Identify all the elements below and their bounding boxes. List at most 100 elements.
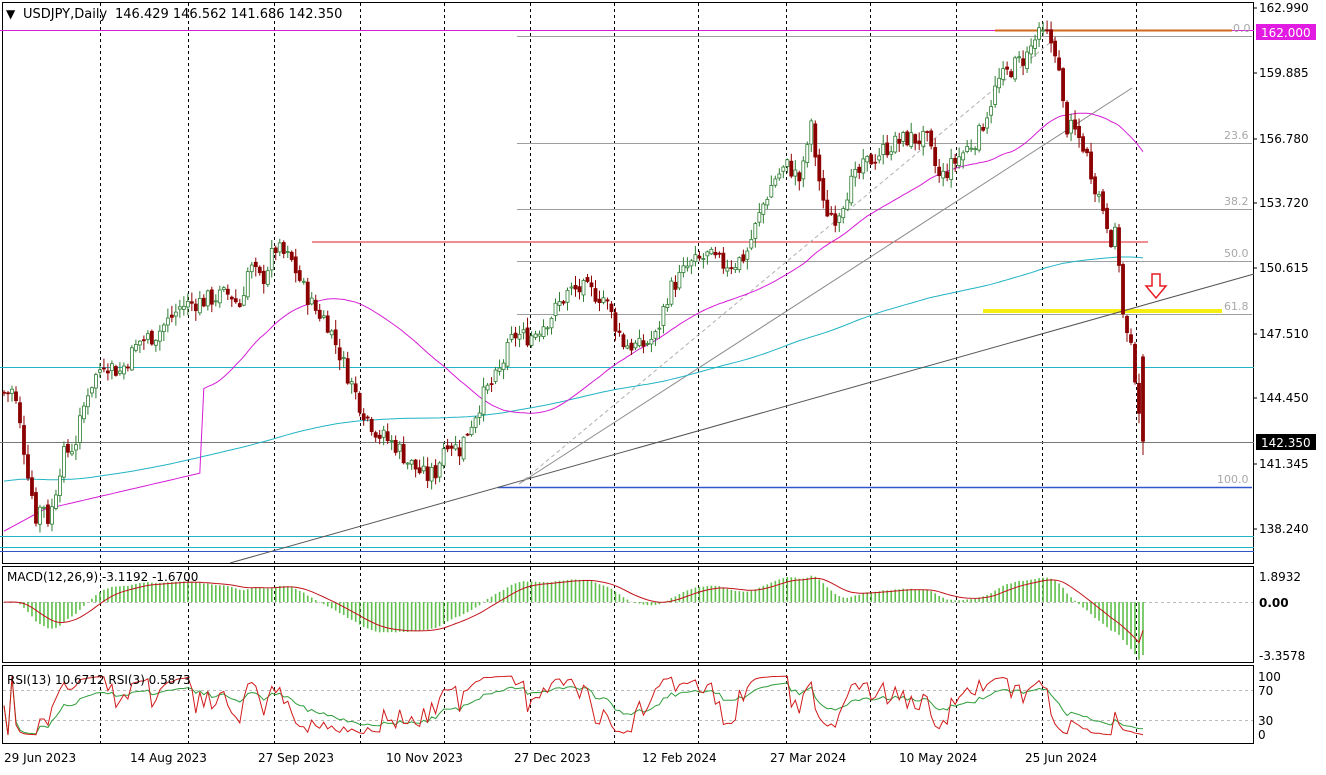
candle — [633, 342, 638, 349]
candle — [369, 418, 374, 433]
candle — [789, 160, 794, 177]
candle — [801, 160, 806, 180]
candle — [525, 327, 530, 346]
candle — [1017, 56, 1022, 59]
time-label: 12 Feb 2024 — [642, 751, 717, 765]
price-tick: 153.720 — [1259, 196, 1309, 210]
candle — [889, 151, 894, 155]
candle — [1125, 316, 1129, 334]
candle — [741, 254, 746, 262]
candle — [425, 466, 430, 481]
time-label: 29 Jun 2023 — [4, 751, 76, 765]
candle — [625, 345, 630, 349]
candle — [1061, 68, 1065, 102]
menu-triangle-icon[interactable]: ▼ — [6, 7, 16, 21]
candle — [1097, 193, 1101, 197]
candle — [817, 154, 822, 182]
level-price-tag: 162.000 — [1256, 24, 1316, 40]
time-label: 27 Mar 2024 — [770, 751, 846, 765]
candle — [901, 132, 906, 142]
candle — [149, 330, 154, 345]
ma-slow-line — [3, 256, 1144, 482]
candle — [829, 212, 834, 215]
candle — [42, 506, 46, 509]
candle — [385, 431, 390, 442]
candle — [581, 280, 586, 296]
candle — [457, 447, 462, 457]
price-tick: 144.450 — [1259, 391, 1309, 405]
candle — [485, 384, 490, 391]
time-axis: 29 Jun 2023 14 Aug 2023 27 Sep 2023 10 Nov … — [4, 751, 1097, 765]
candle — [241, 295, 246, 306]
candle — [217, 289, 222, 304]
reference-lines — [0, 29, 1254, 552]
candle — [761, 203, 766, 215]
candle — [713, 251, 718, 256]
candle — [78, 415, 82, 443]
candle — [313, 299, 318, 311]
candle — [549, 317, 554, 329]
candle — [94, 374, 98, 389]
candle — [1013, 57, 1018, 80]
candle — [273, 247, 278, 253]
rsi-tick-30: 30 — [1258, 714, 1273, 728]
candle — [437, 462, 442, 478]
candle — [1009, 71, 1014, 78]
candle — [18, 402, 22, 424]
time-label: 25 Jun 2024 — [1025, 751, 1097, 765]
candle — [1081, 136, 1085, 152]
rsi13-line — [3, 676, 1144, 736]
candle — [129, 347, 134, 371]
candle — [845, 199, 850, 210]
fib-label-0: 0.0 — [1233, 22, 1251, 35]
candle — [745, 250, 750, 260]
candle — [10, 388, 14, 394]
candle — [62, 446, 66, 478]
candle — [110, 363, 114, 372]
candle — [189, 301, 194, 304]
candle — [653, 331, 658, 339]
candle — [809, 120, 814, 145]
candle — [925, 131, 930, 133]
candle — [449, 445, 454, 449]
candle — [601, 297, 606, 303]
candle — [1021, 58, 1026, 66]
current-price-tag: 142.350 — [1256, 434, 1316, 450]
price-tick: 162.990 — [1259, 1, 1309, 15]
candle — [837, 215, 842, 223]
candle — [70, 451, 74, 455]
candle — [645, 343, 650, 345]
candle — [1121, 264, 1125, 315]
candle — [1105, 207, 1109, 229]
candle — [46, 504, 50, 524]
candle — [729, 267, 734, 270]
candle — [685, 265, 690, 269]
candle — [981, 126, 986, 131]
candle — [481, 386, 486, 415]
current-price-label: 142.350 — [1261, 436, 1311, 450]
candle — [557, 301, 562, 306]
candle — [305, 281, 310, 306]
candle — [34, 492, 38, 524]
candle — [909, 132, 914, 147]
candle — [293, 256, 298, 274]
candle — [329, 330, 334, 336]
candle — [469, 426, 474, 435]
candle — [629, 342, 634, 351]
candle — [873, 161, 878, 164]
candle — [265, 270, 270, 285]
candle — [541, 326, 546, 337]
candle — [197, 298, 202, 314]
time-label: 14 Aug 2023 — [130, 751, 207, 765]
candle — [421, 465, 426, 472]
candle — [517, 333, 522, 340]
candle — [669, 280, 674, 305]
candle — [513, 332, 518, 339]
candle — [317, 309, 322, 319]
candle — [22, 425, 26, 455]
candle — [1077, 125, 1081, 138]
candle — [333, 329, 338, 346]
candle — [693, 254, 698, 262]
